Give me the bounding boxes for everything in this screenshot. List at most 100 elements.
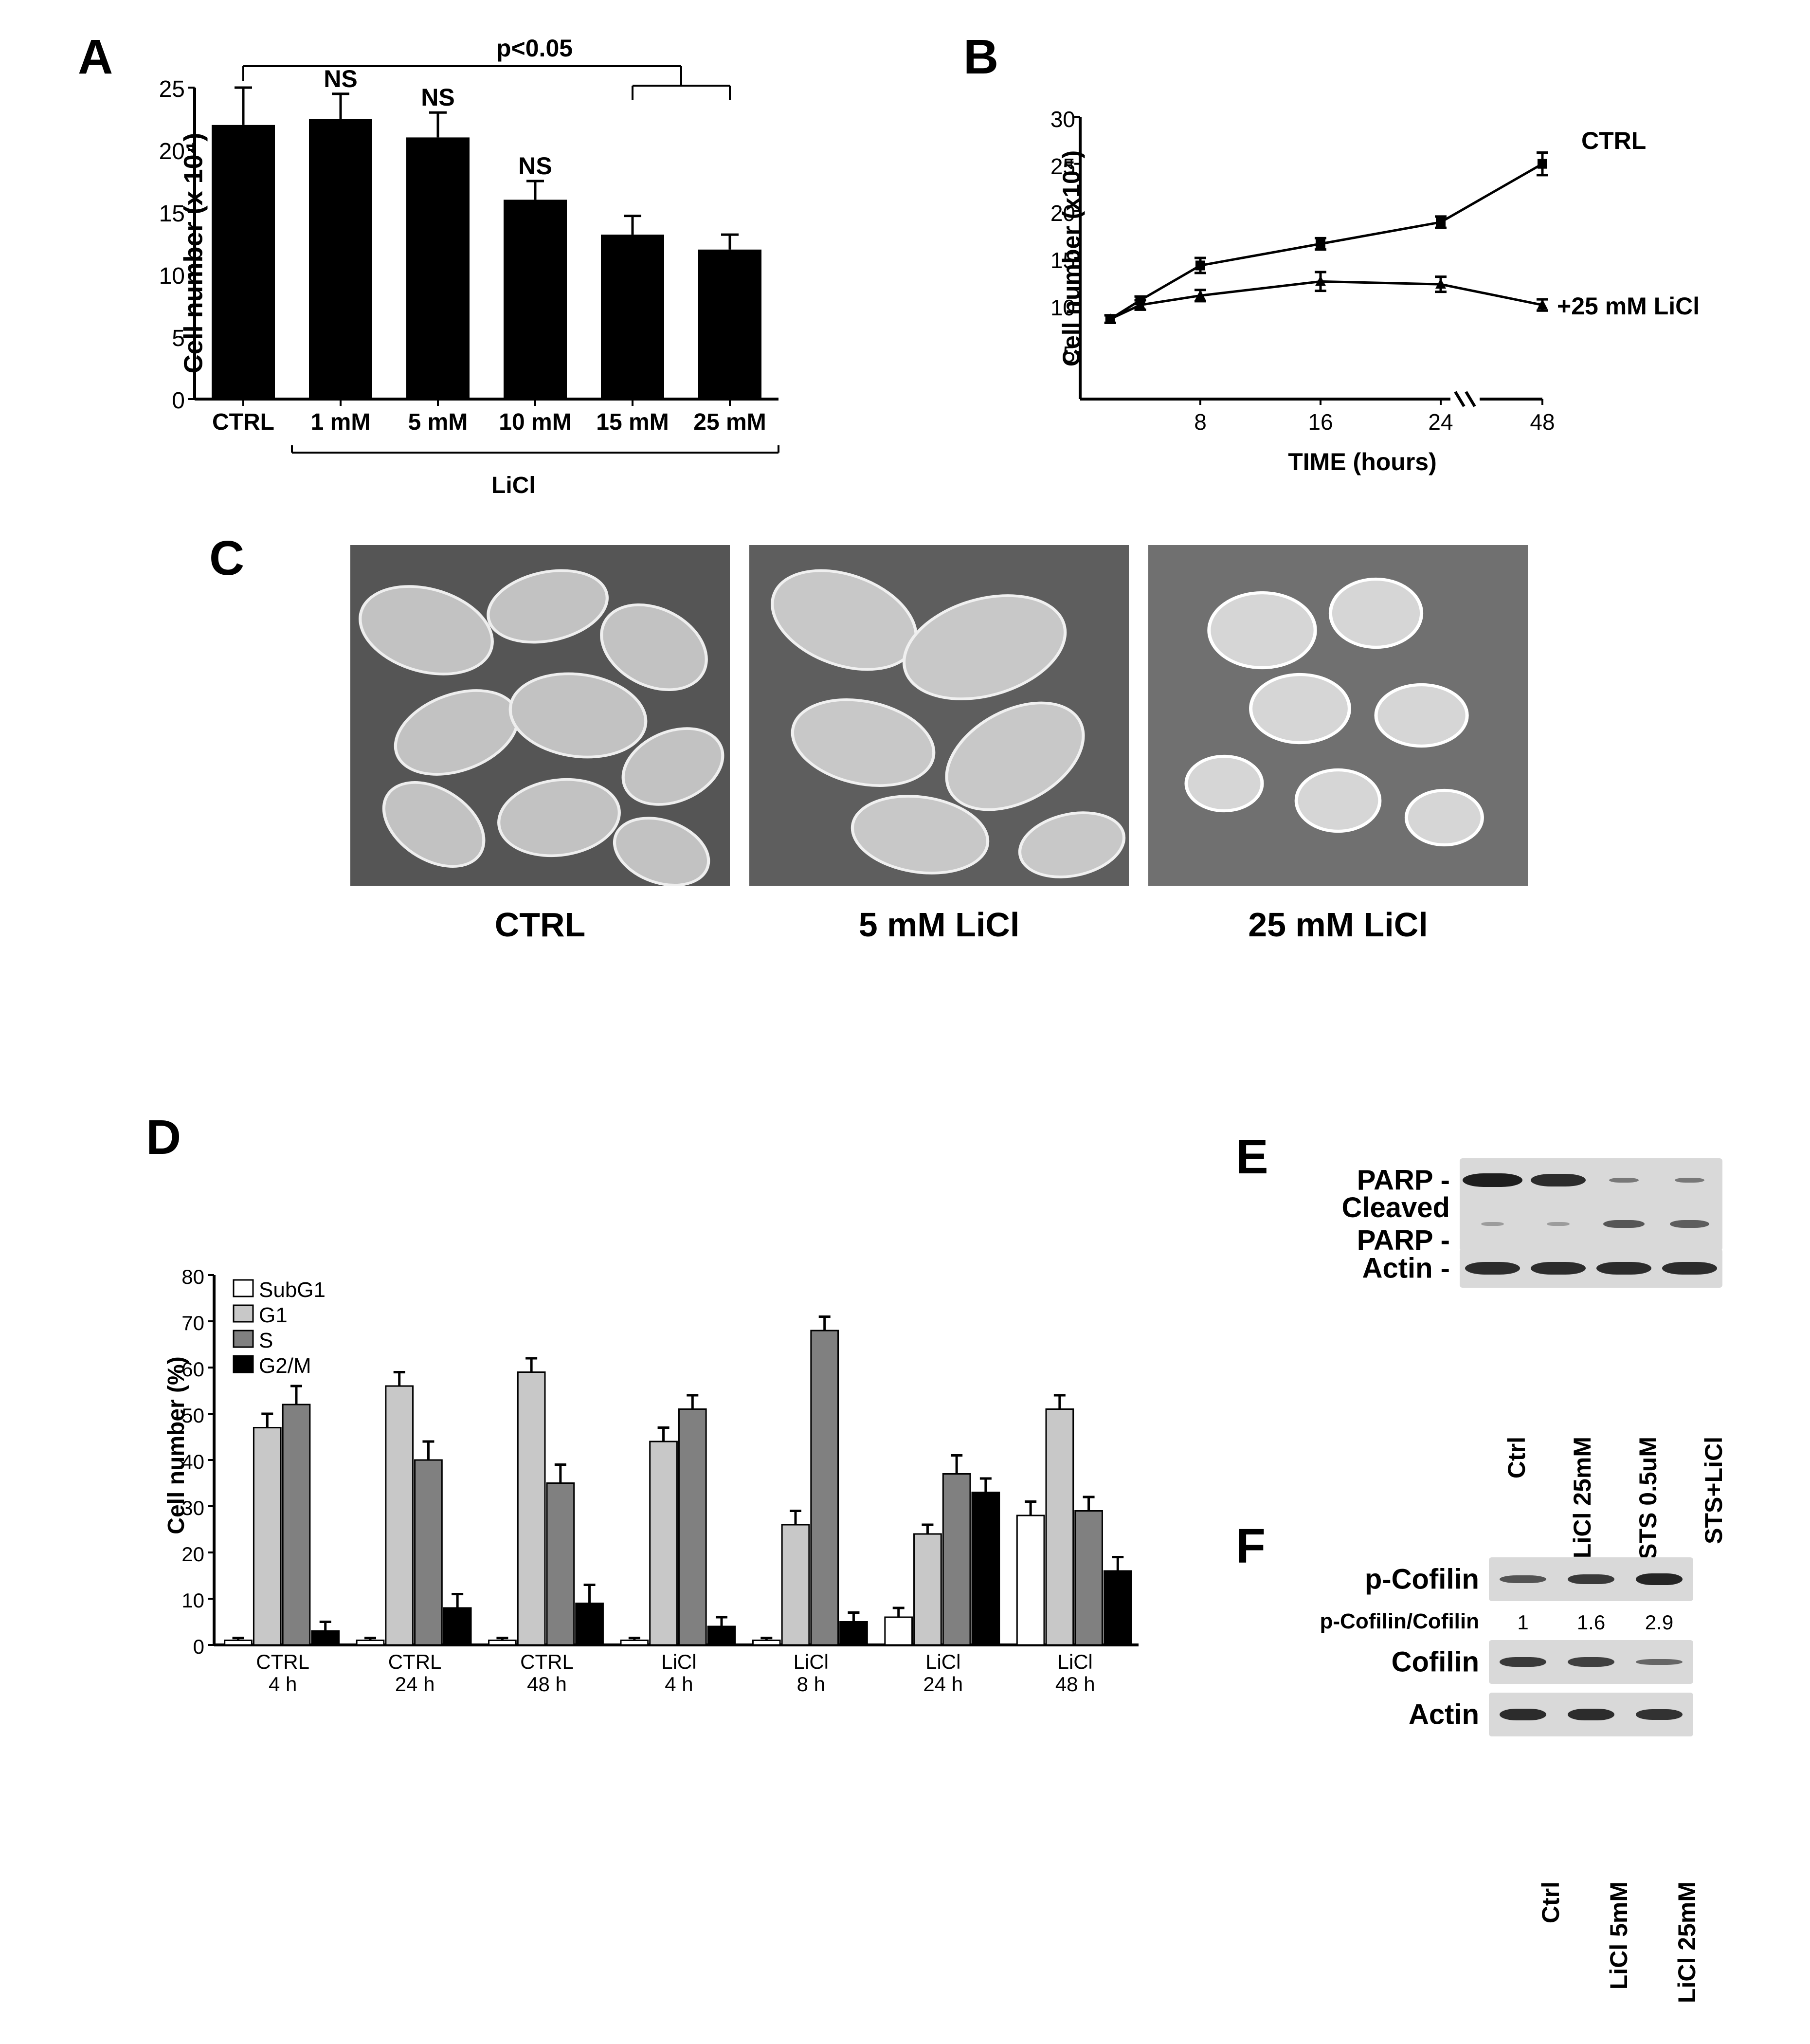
panel-F-row-label: p-Cofilin <box>1314 1563 1479 1596</box>
panel-B-ytick: 20 <box>1032 200 1075 226</box>
panel-E-band <box>1463 1173 1522 1187</box>
panel-E-band <box>1670 1220 1709 1227</box>
panel-B-linechart: Cell number (x10⁴) 51015202530 8162448 T… <box>1022 88 1703 467</box>
panel-B-xtick: 48 <box>1530 409 1555 435</box>
panel-label-C: C <box>209 530 244 586</box>
panel-D-ytick: 60 <box>161 1358 204 1381</box>
panel-A-ytick: 0 <box>141 387 185 414</box>
panel-F-lane-label: LiCl 25mM <box>1673 1881 1701 2003</box>
panel-F-ratio-value: 1.6 <box>1577 1611 1605 1634</box>
panel-D-svg <box>146 1178 1168 1713</box>
panel-E-band <box>1547 1222 1570 1226</box>
panel-E-lane-label: LiCl 25mM <box>1568 1437 1596 1558</box>
panel-E-lane-label: STS 0.5uM <box>1634 1437 1662 1560</box>
panel-E-band <box>1465 1262 1520 1274</box>
panel-D-xlabel: LiCl48 h <box>1055 1651 1095 1696</box>
panel-D-xlabel: LiCl4 h <box>661 1651 696 1696</box>
panel-E-band <box>1609 1178 1639 1183</box>
panel-D-ytick: 30 <box>161 1496 204 1520</box>
panel-B-series-licl: +25 mM LiCl <box>1557 292 1700 320</box>
panel-A-ytick: 25 <box>141 76 185 103</box>
panel-D-xlabel: CTRL24 h <box>388 1651 442 1696</box>
panel-D-xlabel: LiCl24 h <box>923 1651 963 1696</box>
panel-A-ytick: 15 <box>141 201 185 227</box>
panel-D-xlabel: CTRL48 h <box>520 1651 574 1696</box>
panel-D-legend-label: G1 <box>259 1303 288 1328</box>
panel-F-band <box>1568 1657 1614 1667</box>
panel-B-ytick: 10 <box>1032 294 1075 321</box>
panel-C-image-5mM <box>749 545 1129 886</box>
panel-F-ratio-value: 1 <box>1517 1611 1528 1634</box>
panel-D-ytick: 0 <box>161 1635 204 1659</box>
panel-F-lane-label: Ctrl <box>1537 1881 1565 1923</box>
panel-E-band <box>1531 1174 1586 1186</box>
panel-F-ratio-value: 2.9 <box>1645 1611 1673 1634</box>
panel-A-xlabel: 25 mM <box>693 409 766 436</box>
panel-A-xlabel: CTRL <box>212 409 274 436</box>
panel-D-ytick: 20 <box>161 1543 204 1566</box>
panel-E-band <box>1603 1220 1645 1228</box>
panel-C-image-ctrl <box>350 545 730 886</box>
panel-F-lane-label: LiCl 5mM <box>1605 1881 1633 1989</box>
panel-B-xlabel: TIME (hours) <box>1288 448 1437 476</box>
panel-A-xlabel: 15 mM <box>596 409 669 436</box>
panel-label-A: A <box>78 29 113 85</box>
panel-A-ytick: 5 <box>141 325 185 352</box>
panel-D-legend-label: S <box>259 1329 273 1353</box>
panel-B-ytick: 15 <box>1032 247 1075 274</box>
panel-A-pvalue: p<0.05 <box>496 34 573 62</box>
panel-E-band <box>1662 1262 1717 1274</box>
panel-A-xlabel: 10 mM <box>499 409 571 436</box>
panel-D-xlabel: LiCl8 h <box>794 1651 829 1696</box>
panel-A-ytick: 10 <box>141 263 185 290</box>
panel-label-E: E <box>1236 1129 1268 1185</box>
panel-A-ns-annotation: NS <box>518 152 552 180</box>
panel-D-ytick: 50 <box>161 1404 204 1427</box>
panel-C-label-5mM: 5 mM LiCl <box>859 905 1020 944</box>
panel-A-svg <box>127 58 817 457</box>
panel-F-band <box>1500 1657 1546 1667</box>
panel-E-strip-parp <box>1460 1158 1722 1251</box>
panel-F-band <box>1568 1574 1614 1585</box>
panel-B-xtick: 8 <box>1194 409 1207 435</box>
panel-B-ytick: 25 <box>1032 153 1075 180</box>
panel-F-row-label: Actin <box>1314 1698 1479 1731</box>
panel-E-row-label: Cleaved PARP - <box>1314 1191 1450 1257</box>
panel-F-band <box>1500 1575 1546 1583</box>
panel-B-ytick: 5 <box>1032 341 1075 367</box>
panel-B-ytick: 30 <box>1032 106 1075 132</box>
panel-C-image-25mM <box>1148 545 1528 886</box>
panel-F-band <box>1568 1709 1614 1720</box>
panel-label-B: B <box>963 29 998 85</box>
panel-E-blot: PARP -Cleaved PARP -Actin -CtrlLiCl 25mM… <box>1314 1149 1752 1499</box>
panel-B-xtick: 16 <box>1308 409 1333 435</box>
panel-A-ns-annotation: NS <box>421 83 454 111</box>
panel-A-group-label: LiCl <box>491 472 536 499</box>
panel-A-barchart: Cell number (x 10⁴) 0510152025 CTRL1 mM5… <box>127 58 817 448</box>
panel-E-row-label: Actin - <box>1314 1252 1450 1285</box>
panel-F-row-label: Cofilin <box>1314 1646 1479 1679</box>
panel-E-band <box>1596 1262 1651 1274</box>
panel-F-band <box>1636 1709 1682 1720</box>
panel-D-legend-label: G2/M <box>259 1354 311 1378</box>
panel-A-ns-annotation: NS <box>324 65 357 93</box>
panel-F-band <box>1636 1573 1682 1586</box>
panel-D-ytick: 70 <box>161 1312 204 1335</box>
panel-E-band <box>1481 1222 1504 1226</box>
panel-D-xlabel: CTRL4 h <box>256 1651 309 1696</box>
panel-F-band <box>1500 1709 1546 1720</box>
panel-C-label-25mM: 25 mM LiCl <box>1248 905 1428 944</box>
panel-A-xlabel: 5 mM <box>408 409 468 436</box>
panel-D-grouped-barchart: Cell number (%) 01020304050607080 CTRL4 … <box>146 1178 1168 1713</box>
panel-A-ytick: 20 <box>141 138 185 165</box>
panel-B-xtick: 24 <box>1428 409 1453 435</box>
panel-D-ytick: 80 <box>161 1265 204 1289</box>
scientific-figure: A B C D E F Cell number (x 10⁴) 05101520… <box>0 0 1810 2044</box>
panel-B-series-ctrl: CTRL <box>1581 127 1646 155</box>
panel-E-lane-label: STS+LiCl <box>1700 1437 1728 1544</box>
panel-D-legend-label: SubG1 <box>259 1278 326 1302</box>
panel-E-band <box>1675 1178 1704 1183</box>
panel-D-ytick: 40 <box>161 1450 204 1474</box>
panel-label-D: D <box>146 1110 181 1166</box>
panel-F-band <box>1636 1659 1682 1665</box>
